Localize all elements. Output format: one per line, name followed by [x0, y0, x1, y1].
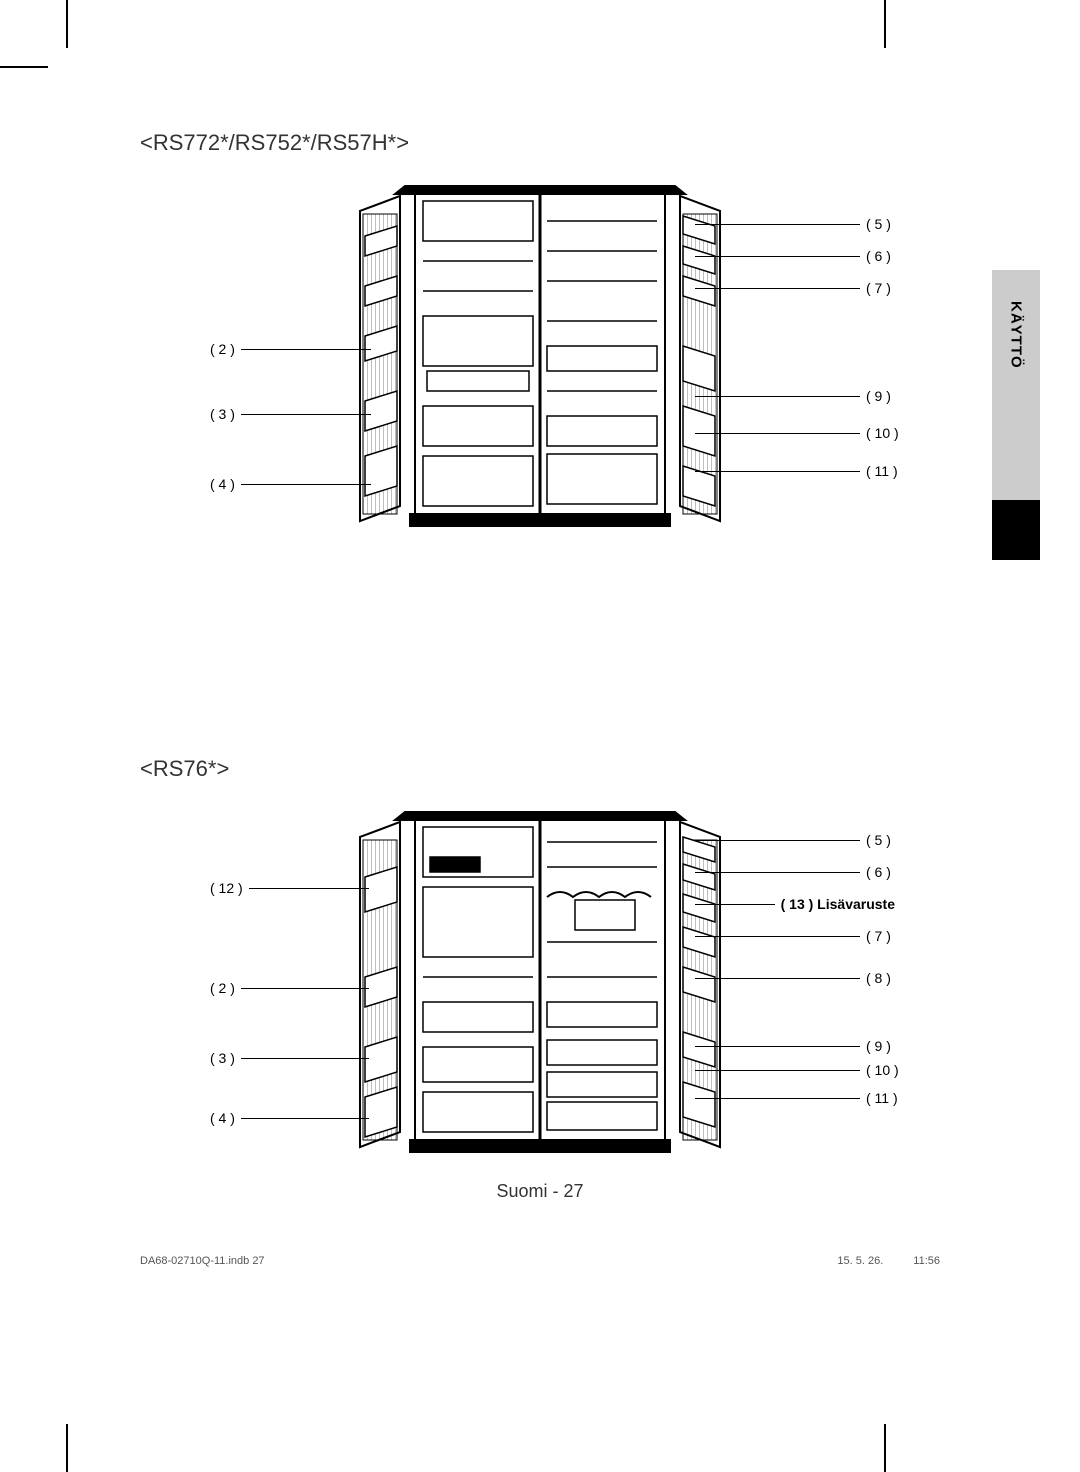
crop-mark-top-right-v — [884, 0, 886, 48]
print-time: 11:56 — [913, 1255, 940, 1267]
diagram-2-container: ( 12 ) ( 2 ) ( 3 ) ( 4 ) ( 5 ) ( 6 ) ( 1… — [140, 802, 940, 1182]
callout-d2-r7: ( 7 ) — [695, 928, 891, 944]
diagram-1-container: ( 2 ) ( 3 ) ( 4 ) ( 5 ) ( 6 ) ( 7 ) ( 9 … — [140, 176, 940, 556]
callout-d1-l2: ( 2 ) — [210, 341, 371, 357]
model-title-2: <RS76*> — [140, 756, 940, 782]
crop-mark-top-left-h — [0, 66, 48, 68]
callout-d2-r6: ( 6 ) — [695, 864, 891, 880]
callout-d1-r10: ( 10 ) — [695, 425, 899, 441]
callout-d2-r10: ( 10 ) — [695, 1062, 899, 1078]
page-number: Suomi - 27 — [0, 1181, 1080, 1202]
callout-d1-l3: ( 3 ) — [210, 406, 371, 422]
callout-d1-r9: ( 9 ) — [695, 388, 891, 404]
callout-d2-r8: ( 8 ) — [695, 970, 891, 986]
crop-mark-bot-left-v — [66, 1424, 68, 1472]
callout-d1-r11: ( 11 ) — [695, 463, 898, 479]
callout-d2-l3: ( 3 ) — [210, 1050, 369, 1066]
callout-d2-r11: ( 11 ) — [695, 1090, 898, 1106]
callout-d1-r6: ( 6 ) — [695, 248, 891, 264]
callout-d2-r9: ( 9 ) — [695, 1038, 891, 1054]
side-tab-label: KÄYTTÖ — [992, 270, 1040, 400]
callout-d2-l2: ( 2 ) — [210, 980, 369, 996]
callout-d1-r7: ( 7 ) — [695, 280, 891, 296]
callout-d1-r5: ( 5 ) — [695, 216, 891, 232]
side-tab-gray — [992, 400, 1040, 500]
page-content: <RS772*/RS752*/RS57H*> — [140, 130, 940, 1262]
print-file: DA68-02710Q-11.indb 27 — [140, 1255, 265, 1267]
side-section-tab: KÄYTTÖ — [992, 270, 1040, 560]
print-footer: DA68-02710Q-11.indb 27 15. 5. 26. 11:56 — [140, 1255, 940, 1267]
callout-d1-l4: ( 4 ) — [210, 476, 371, 492]
callout-d2-l4: ( 4 ) — [210, 1110, 369, 1126]
callout-d2-r5: ( 5 ) — [695, 832, 891, 848]
callout-d2-r13: ( 13 ) Lisävaruste — [695, 896, 895, 912]
print-date: 15. 5. 26. — [837, 1255, 883, 1267]
crop-mark-top-left-v — [66, 0, 68, 48]
model-title-1: <RS772*/RS752*/RS57H*> — [140, 130, 940, 156]
callout-d2-l12: ( 12 ) — [210, 880, 369, 896]
crop-mark-bot-right-v — [884, 1424, 886, 1472]
side-tab-black — [992, 500, 1040, 560]
